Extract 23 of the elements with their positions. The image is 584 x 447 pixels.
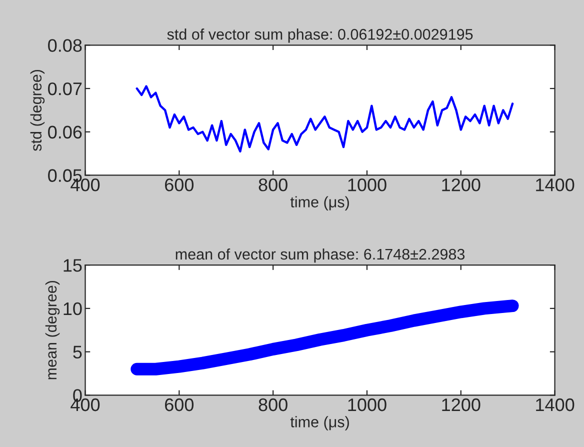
y-axis-title: mean (degree)	[45, 280, 60, 380]
y-tick-label: 5	[73, 346, 82, 359]
x-tick-label: 1000	[348, 398, 386, 412]
x-tick-label: 600	[165, 178, 194, 192]
x-tick-label: 1000	[348, 178, 386, 192]
x-tick-label: 600	[165, 398, 194, 412]
x-tick-label: 1400	[536, 398, 574, 412]
chart-title: std of vector sum phase: 0.06192±0.0029195	[167, 28, 473, 43]
x-tick-label: 800	[258, 398, 288, 412]
y-tick-label: 15	[64, 259, 82, 272]
x-tick-label: 1200	[442, 178, 480, 192]
x-tick-label: 1400	[536, 178, 574, 192]
y-tick-label: 0.08	[48, 39, 82, 52]
y-tick-label: 10	[64, 302, 82, 316]
y-axis-title: std (degree)	[30, 70, 45, 151]
line-series	[136, 85, 514, 152]
y-tick-label: 0.07	[48, 82, 82, 96]
chart-title: mean of vector sum phase: 6.1748±2.2983	[176, 248, 465, 263]
x-tick-label: 1200	[442, 398, 480, 412]
x-axis-title: time (μs)	[290, 416, 349, 430]
x-axis-title: time (μs)	[290, 196, 349, 210]
x-tick-label: 800	[258, 178, 288, 192]
y-tick-label: 0.06	[48, 126, 82, 139]
